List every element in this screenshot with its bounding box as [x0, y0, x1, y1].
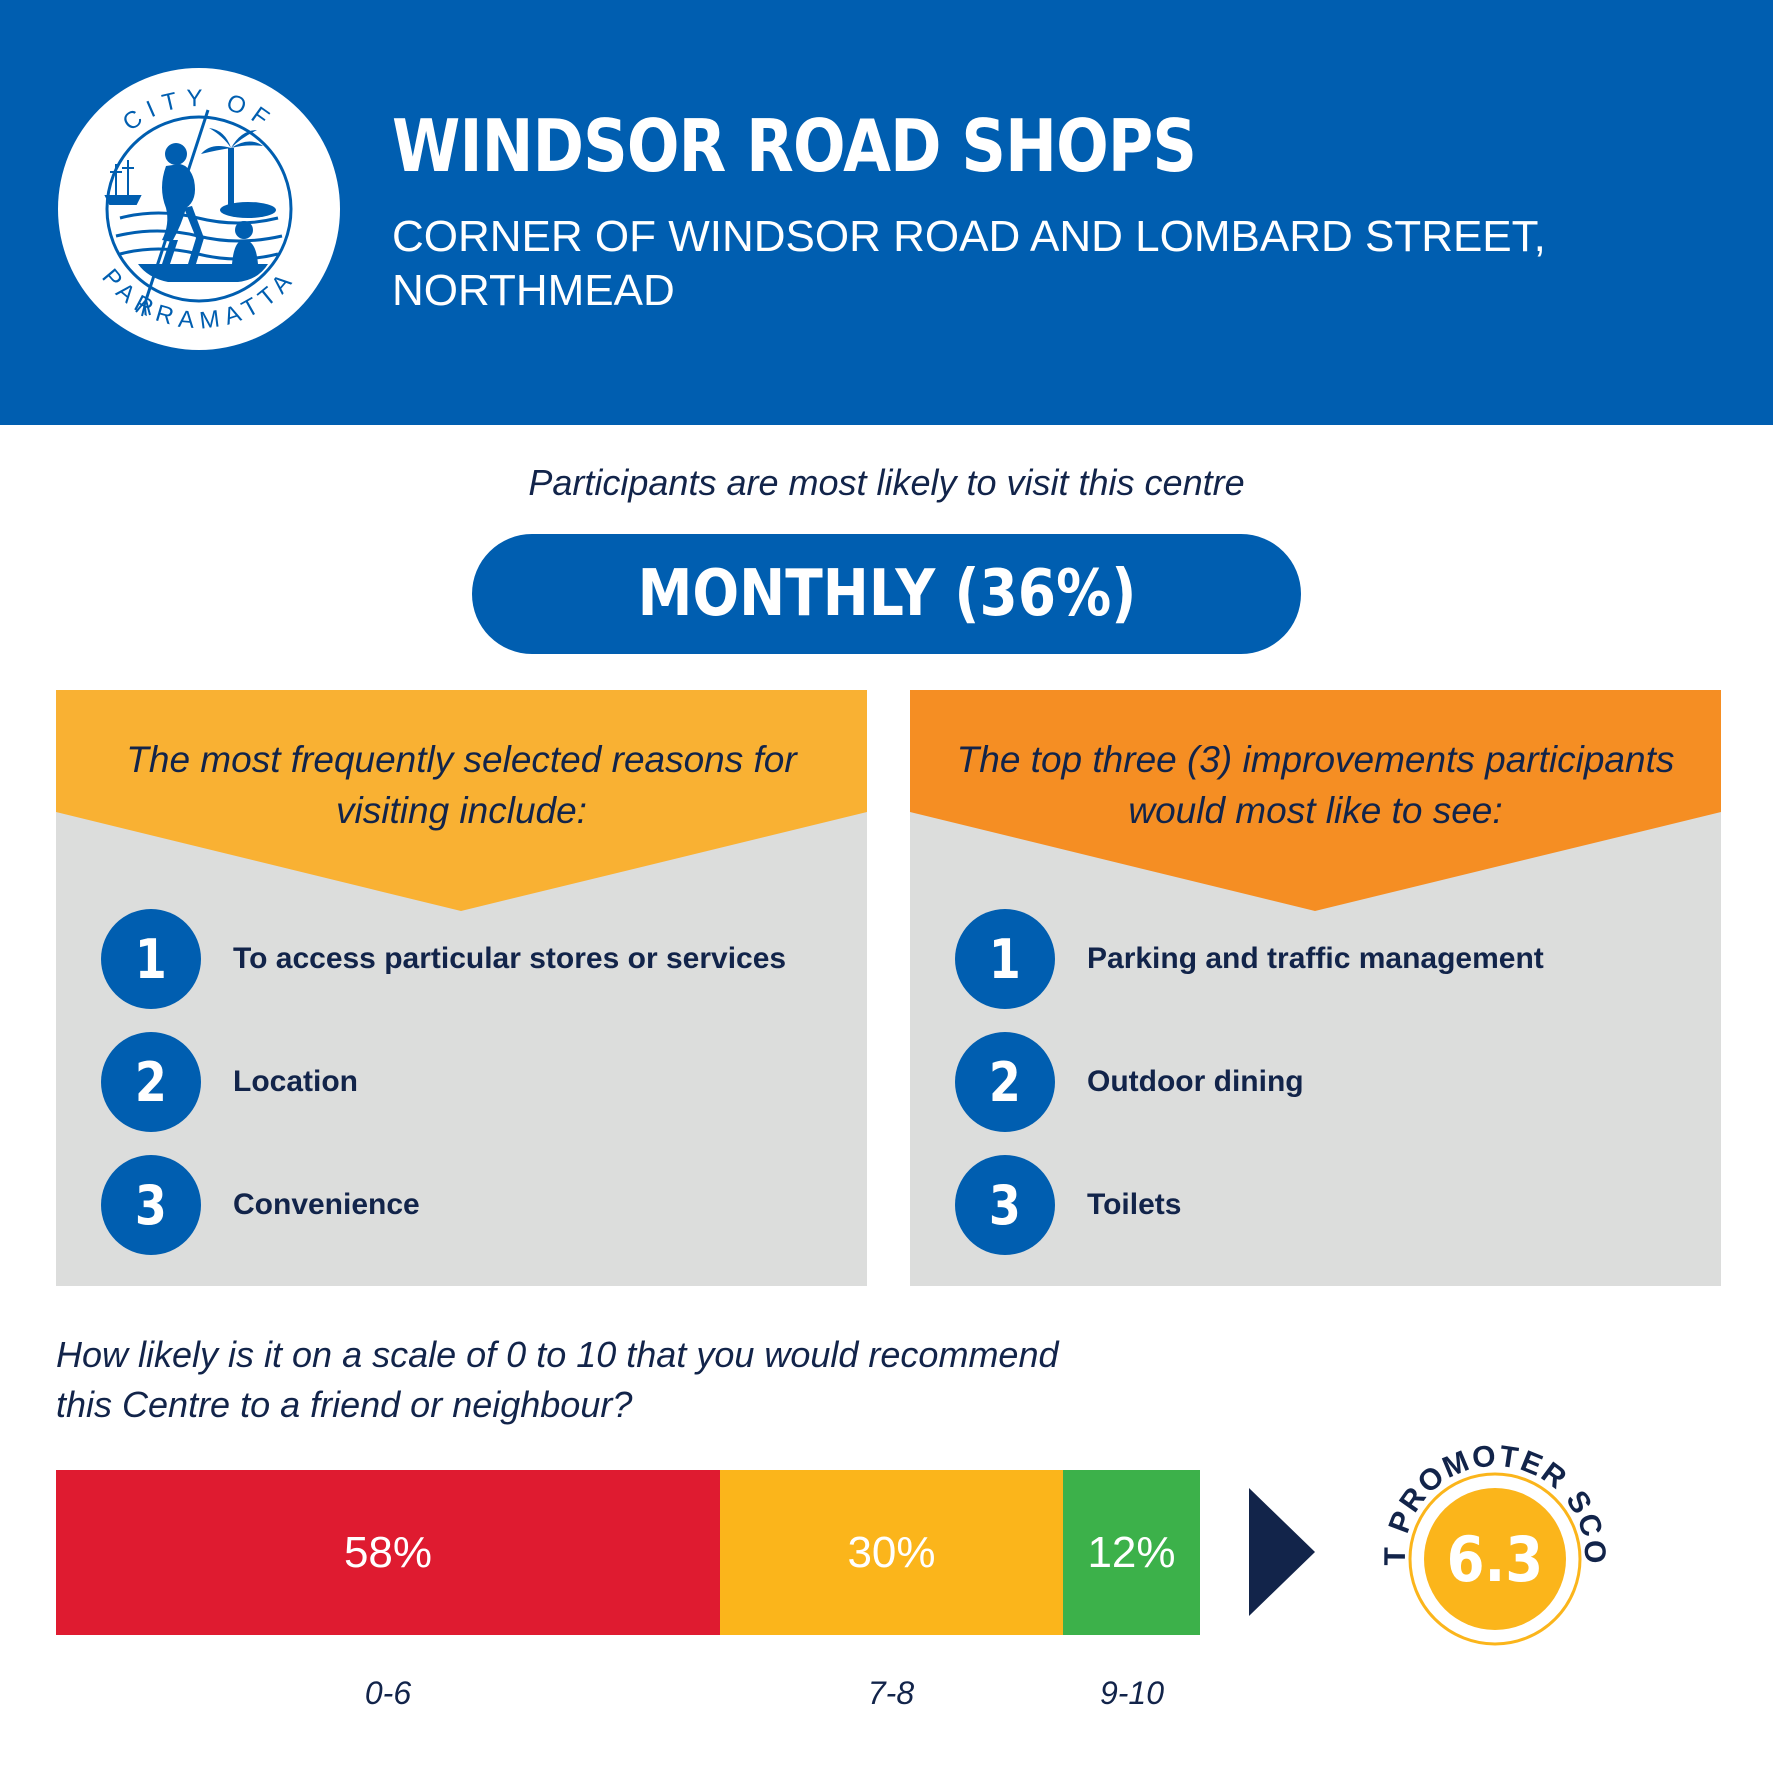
reasons-panel: The most frequently selected reasons for…	[56, 690, 867, 1286]
promoters-bar: 12%	[1063, 1470, 1200, 1635]
improvements-heading: The top three (3) improvements participa…	[910, 734, 1721, 836]
improvement-item: 2 Outdoor dining	[955, 1032, 1304, 1132]
promoters-percent: 12%	[1087, 1527, 1176, 1577]
reason-item: 2 Location	[101, 1032, 358, 1132]
reasons-heading-line-2: visiting include:	[336, 790, 587, 831]
improvements-banner: The top three (3) improvements participa…	[910, 690, 1721, 911]
reason-label: Location	[233, 1065, 358, 1098]
passives-range-label: 7-8	[867, 1675, 915, 1711]
visit-frequency-label: Participants are most likely to visit th…	[528, 462, 1245, 503]
number-badge-2: 2	[955, 1032, 1055, 1132]
detractors-bar: 58%	[56, 1470, 720, 1635]
number-badge-1: 1	[101, 909, 201, 1009]
net-promoter-score-badge: NET PROMOTER SCORE	[1345, 1405, 1609, 1646]
reasons-heading-line-1: The most frequently selected reasons for	[126, 739, 797, 780]
passives-percent: 30%	[847, 1527, 936, 1577]
page-title: WINDSOR ROAD SHOPS	[392, 104, 1197, 188]
location-subtitle: CORNER OF WINDSOR ROAD AND LOMBARD STREE…	[392, 210, 1692, 318]
recommend-question: How likely is it on a scale of 0 to 10 t…	[56, 1330, 1256, 1430]
visit-frequency-pill: MONTHLY (36%)	[472, 534, 1301, 654]
improvement-label: Parking and traffic management	[1087, 942, 1544, 975]
subtitle-line-1: CORNER OF WINDSOR ROAD AND LOMBARD STREE…	[392, 212, 1546, 261]
number-badge-3: 3	[101, 1155, 201, 1255]
nps-value-circle: 6.3	[1424, 1488, 1566, 1630]
passives-bar: 30%	[720, 1470, 1063, 1635]
improvements-heading-line-1: The top three (3) improvements participa…	[956, 739, 1675, 780]
improvement-item: 1 Parking and traffic management	[955, 909, 1544, 1009]
number-badge-value: 3	[135, 1173, 167, 1237]
reason-item: 3 Convenience	[101, 1155, 420, 1255]
number-badge-value: 1	[135, 927, 167, 991]
visit-frequency-value: MONTHLY (36%)	[637, 557, 1136, 631]
detractors-percent: 58%	[343, 1527, 433, 1577]
improvements-panel: The top three (3) improvements participa…	[910, 690, 1721, 1286]
reason-item: 1 To access particular stores or service…	[101, 909, 786, 1009]
number-badge-value: 2	[135, 1050, 167, 1114]
city-of-parramatta-logo: CITY OF PARRAMATTA	[58, 68, 340, 350]
improvement-item: 3 Toilets	[955, 1155, 1181, 1255]
play-arrow-icon	[1249, 1488, 1315, 1616]
reasons-heading: The most frequently selected reasons for…	[56, 734, 867, 836]
header-banner: CITY OF PARRAMATTA	[0, 0, 1773, 425]
improvements-heading-line-2: would most like to see:	[1128, 790, 1503, 831]
improvement-label: Toilets	[1087, 1188, 1182, 1221]
number-badge-1: 1	[955, 909, 1055, 1009]
number-badge-value: 1	[989, 927, 1021, 991]
improvements-chevron-banner	[910, 690, 1721, 911]
nps-value: 6.3	[1446, 1522, 1544, 1596]
number-badge-3: 3	[955, 1155, 1055, 1255]
improvement-label: Outdoor dining	[1087, 1065, 1304, 1098]
subtitle-line-2: NORTHMEAD	[392, 266, 675, 315]
detractors-range-label: 0-6	[364, 1675, 412, 1711]
reason-label: Convenience	[233, 1188, 420, 1221]
number-badge-value: 2	[989, 1050, 1021, 1114]
reasons-chevron-banner	[56, 690, 867, 911]
reason-label: To access particular stores or services	[233, 942, 787, 975]
question-line-1: How likely is it on a scale of 0 to 10 t…	[56, 1334, 1059, 1375]
number-badge-value: 3	[989, 1173, 1021, 1237]
number-badge-2: 2	[101, 1032, 201, 1132]
question-line-2: this Centre to a friend or neighbour?	[56, 1384, 633, 1425]
promoters-range-label: 9-10	[1099, 1675, 1165, 1711]
reasons-banner: The most frequently selected reasons for…	[56, 690, 867, 911]
